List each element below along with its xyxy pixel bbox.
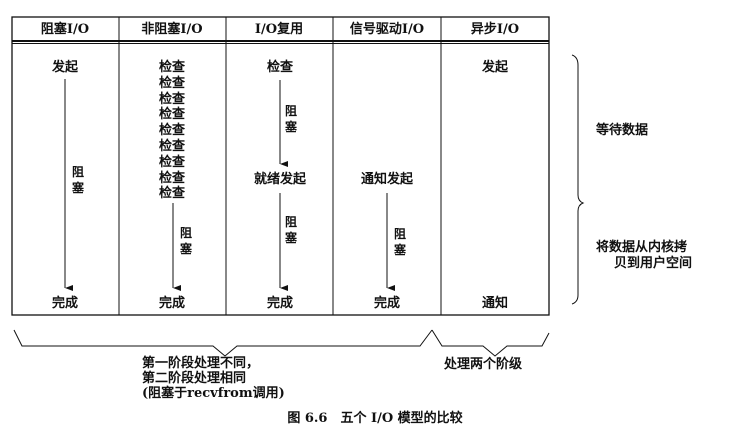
col2-block-label: 阻塞 — [179, 226, 192, 256]
col2-check: 检查 — [158, 186, 186, 202]
note-left-line3: (阻塞于recvfrom调用) — [142, 386, 285, 401]
phase-wait-label: 等待数据 — [596, 123, 649, 138]
col2-check: 检查 — [158, 139, 186, 154]
note-left-line2: 第二阶段处理相同 — [142, 371, 247, 386]
col1-start: 发起 — [51, 60, 79, 75]
col3-block-label-1: 阻塞 — [284, 104, 297, 134]
brace-bottom-right — [431, 329, 550, 357]
col2-end: 完成 — [158, 296, 186, 311]
col3-block-label-2: 阻塞 — [284, 215, 297, 245]
header-nonblocking-io: 非阻塞I/O — [141, 22, 203, 37]
col1-end: 完成 — [51, 296, 79, 311]
col2-check: 检查 — [158, 154, 186, 170]
figure-caption: 图 6.6 五个 I/O 模型的比较 — [287, 411, 463, 426]
phase-copy-label-2: 贝到用户空间 — [613, 256, 693, 271]
col3-ready: 就绪发起 — [253, 172, 307, 187]
header-blocking-io: 阻塞I/O — [40, 22, 90, 37]
col4-end: 完成 — [373, 296, 401, 311]
note-right: 处理两个阶级 — [444, 357, 523, 372]
col1-block-label: 阻塞 — [71, 165, 84, 195]
col2-check: 检查 — [158, 91, 186, 107]
header-async-io: 异步I/O — [470, 22, 520, 37]
col2-check: 检查 — [158, 123, 186, 139]
brace-right — [571, 54, 585, 305]
header-io-multiplexing: I/O复用 — [254, 22, 304, 37]
brace-bottom-left — [13, 329, 433, 357]
col5-end: 通知 — [481, 296, 509, 311]
col2-check: 检查 — [158, 75, 186, 91]
col2-check: 检查 — [158, 60, 186, 75]
col4-block-label: 阻塞 — [393, 227, 406, 257]
col3-end: 完成 — [266, 296, 294, 311]
phase-copy-label-1: 将数据从内核拷 — [596, 240, 688, 255]
col4-notify-start: 通知发起 — [360, 172, 414, 187]
col2-check: 检查 — [158, 107, 186, 123]
col2-check: 检查 — [158, 170, 186, 186]
col3-check: 检查 — [266, 60, 294, 75]
note-left-line1: 第一阶段处理不同， — [142, 356, 260, 371]
col5-start: 发起 — [481, 60, 509, 75]
header-signal-driven-io: 信号驱动I/O — [349, 22, 425, 37]
table-frame — [11, 16, 550, 316]
